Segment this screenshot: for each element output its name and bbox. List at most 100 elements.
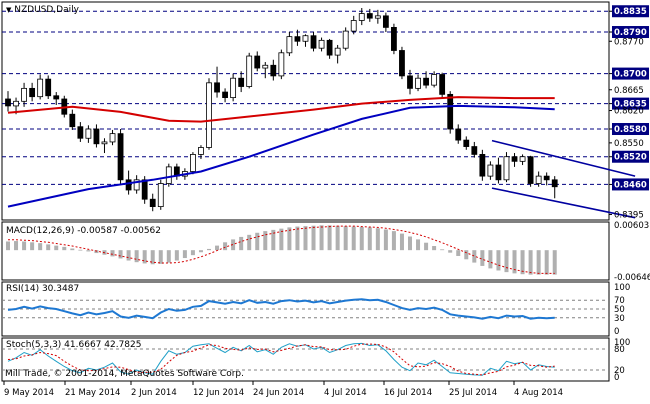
candle-body <box>198 147 204 155</box>
rsi-tick-label: 50 <box>614 305 625 315</box>
macd-histogram-bar <box>6 241 10 251</box>
candle-body <box>13 100 19 107</box>
price-tag-box <box>612 26 649 39</box>
candle-body <box>551 179 558 188</box>
rsi-label: RSI(14) 30.3487 <box>6 284 80 294</box>
macd-histogram-bar <box>528 250 533 275</box>
macd-histogram-bar <box>375 228 380 251</box>
candle-body <box>230 77 237 99</box>
macd-histogram-bar <box>464 250 469 260</box>
rsi-tick-label: 70 <box>614 296 625 306</box>
price-tick-label: 0.8635 <box>614 100 647 110</box>
rsi-line <box>7 298 555 320</box>
macd-histogram-bar <box>383 229 388 251</box>
candle-body <box>423 77 429 86</box>
price-tick-label: 0.8395 <box>614 210 644 220</box>
macd-histogram-bar <box>174 250 179 261</box>
macd-histogram-bar <box>118 250 123 259</box>
rsi-tick-label: 0 <box>614 327 619 337</box>
date-label: 2 Jun 2014 <box>131 388 177 398</box>
macd-histogram-bar <box>424 242 429 251</box>
macd-label: MACD(12,26,9) -0.00587 -0.00562 <box>6 226 162 236</box>
macd-histogram-bar <box>343 226 348 251</box>
date-label: 4 Aug 2014 <box>514 388 563 398</box>
candle-body <box>431 74 438 86</box>
candle-body <box>206 82 212 148</box>
candle-body <box>133 179 140 191</box>
macd-histogram-bar <box>359 226 364 251</box>
macd-histogram-bar <box>271 229 276 251</box>
macd-histogram-bar <box>70 248 75 251</box>
candle-body <box>157 183 164 208</box>
macd-histogram-bar <box>287 227 292 251</box>
macd-histogram-bar <box>448 250 453 253</box>
symbol-text: NZDUSD,Daily <box>14 5 79 15</box>
price-tick-label: 0.8700 <box>614 70 647 80</box>
candle-body <box>415 77 421 89</box>
candle-body <box>117 133 124 181</box>
moving-average-red <box>7 96 555 123</box>
macd-histogram-bar <box>367 227 372 251</box>
macd-histogram-bar <box>496 250 501 271</box>
macd-histogram-bar <box>38 243 43 251</box>
price-tag-box <box>612 178 649 191</box>
macd-histogram-bar <box>198 250 203 253</box>
copyright-text: Mill Trade, © 2001-2014, MetaQuotes Soft… <box>5 369 244 379</box>
macd-histogram-bar <box>166 250 171 263</box>
candle-body <box>342 30 349 49</box>
macd-histogram-bar <box>520 250 525 275</box>
candle-body <box>479 154 486 177</box>
price-tick-label: 0.8620 <box>614 107 644 117</box>
candle-body <box>5 98 11 107</box>
candle-body <box>455 128 462 141</box>
date-label: 4 Jul 2014 <box>324 388 367 398</box>
candle-body <box>310 35 317 49</box>
price-tick-label: 0.8460 <box>614 180 647 190</box>
macd-histogram-bar <box>399 233 404 251</box>
price-tag-box <box>612 5 649 18</box>
macd-histogram-bar <box>134 250 139 263</box>
macd-histogram-bar <box>182 250 187 259</box>
candle-body <box>77 126 84 139</box>
candle-body <box>45 78 52 97</box>
candle-body <box>334 47 341 56</box>
price-tick-label: 0.8835 <box>614 7 647 17</box>
candle-body <box>85 128 92 139</box>
channel-lower-line <box>491 187 636 219</box>
candle-body <box>149 198 156 208</box>
macd-histogram-bar <box>142 250 147 264</box>
macd-tick-label: 0.00603 <box>614 221 649 231</box>
candle-body <box>535 175 542 184</box>
candle-body <box>53 95 60 100</box>
moving-average-blue <box>7 104 555 208</box>
date-label: 24 Jun 2014 <box>253 388 304 398</box>
candle-body <box>487 164 494 177</box>
price-tick-label: 0.8770 <box>614 37 644 47</box>
macd-histogram-bar <box>311 225 316 251</box>
macd-histogram-bar <box>480 250 485 266</box>
candle-body <box>495 164 502 181</box>
macd-histogram-bar <box>391 231 396 251</box>
candle-body <box>238 77 245 87</box>
macd-histogram-bar <box>440 249 445 251</box>
candle-body <box>246 55 253 87</box>
rsi-tick-label: 30 <box>614 314 625 324</box>
macd-histogram-bar <box>263 231 268 251</box>
macd-histogram-bar <box>472 250 477 263</box>
macd-histogram-bar <box>319 225 324 251</box>
candle-body <box>439 74 446 95</box>
macd-histogram-bar <box>110 250 115 257</box>
macd-histogram-bar <box>247 234 252 251</box>
candle-body <box>125 179 132 191</box>
macd-histogram-bar <box>295 226 300 251</box>
candle-body <box>254 55 261 69</box>
macd-histogram-bar <box>150 250 155 265</box>
candle-body <box>278 52 285 77</box>
price-tag-box <box>612 123 649 136</box>
candle-body <box>471 146 478 155</box>
candle-body <box>190 154 196 172</box>
macd-histogram-bar <box>416 239 421 251</box>
macd-histogram-bar <box>303 226 308 251</box>
macd-histogram-bar <box>207 248 211 251</box>
